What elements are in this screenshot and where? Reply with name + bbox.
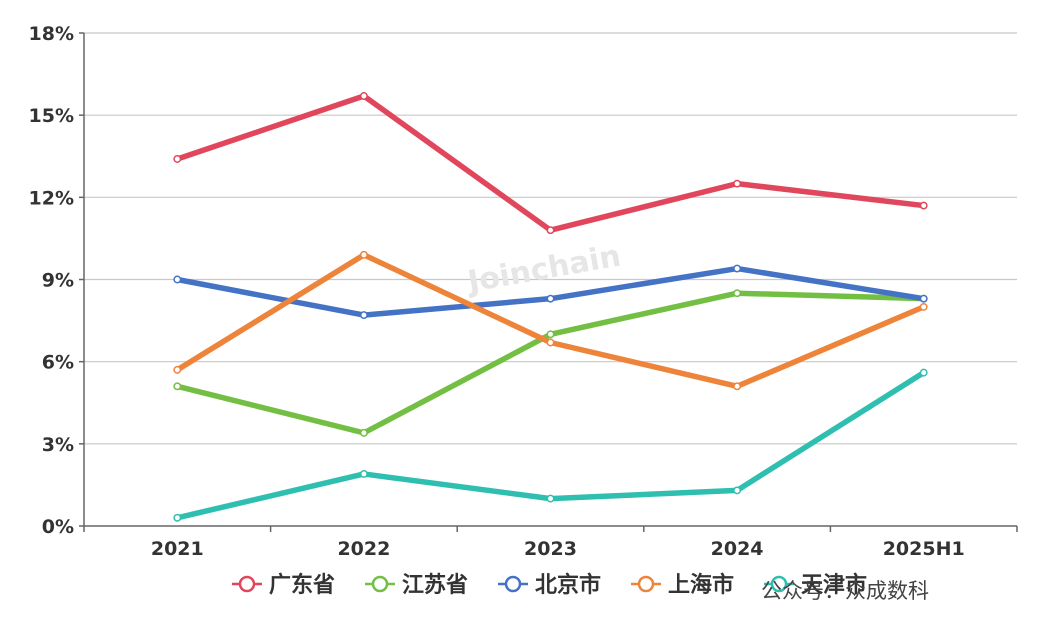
data-point <box>173 382 182 391</box>
data-point <box>919 201 928 210</box>
data-point <box>919 302 928 311</box>
grid-lines <box>84 32 1017 445</box>
series-line <box>174 93 927 233</box>
y-tick-label: 6% <box>42 352 74 374</box>
series-group <box>173 250 928 391</box>
y-tick-label: 18% <box>29 23 74 45</box>
series-group <box>173 264 928 320</box>
x-tick-label: 2025H1 <box>883 538 965 560</box>
data-point <box>173 275 182 284</box>
legend-item: 江苏省 <box>365 572 468 598</box>
y-tick-label: 15% <box>29 105 74 127</box>
series-group <box>173 289 928 437</box>
y-tick-label: 12% <box>29 187 74 209</box>
y-tick-label: 9% <box>42 270 74 292</box>
data-point <box>546 494 555 503</box>
source-note: 公众号：众成数科 <box>761 579 929 603</box>
legend-item: 上海市 <box>631 572 734 598</box>
y-tick-label: 0% <box>42 516 74 538</box>
y-tick-label: 3% <box>42 434 74 456</box>
series-group <box>173 368 928 522</box>
x-tick-label: 2023 <box>524 538 577 560</box>
x-axis-tick-labels: 2021 2022 2023 2024 2025H1 <box>151 538 965 560</box>
data-point <box>173 365 182 374</box>
data-point <box>733 486 742 495</box>
legend-marker <box>504 575 522 593</box>
axes <box>79 32 1018 532</box>
legend: 广东省 江苏省 北京市 上海市 天津市 <box>232 572 867 598</box>
data-point <box>733 382 742 391</box>
series-lines <box>173 92 928 522</box>
x-tick-label: 2024 <box>711 538 764 560</box>
data-point <box>733 179 742 188</box>
data-point <box>919 368 928 377</box>
data-point <box>546 338 555 347</box>
legend-label: 北京市 <box>535 572 601 598</box>
series-group <box>173 92 928 235</box>
data-point <box>733 264 742 273</box>
legend-marker <box>770 575 788 593</box>
data-point <box>359 470 368 478</box>
data-point <box>546 226 555 235</box>
x-tick-label: 2021 <box>151 538 204 560</box>
legend-label: 江苏省 <box>402 572 468 598</box>
legend-marker <box>371 575 389 593</box>
data-point <box>359 428 368 437</box>
data-point <box>173 513 182 522</box>
data-point <box>733 289 742 298</box>
legend-item: 天津市 <box>764 572 867 598</box>
legend-item: 广东省 <box>232 572 335 598</box>
legend-label: 上海市 <box>668 572 734 598</box>
legend-label: 广东省 <box>269 572 335 598</box>
legend-item: 北京市 <box>498 572 601 598</box>
legend-label: 天津市 <box>801 572 867 598</box>
legend-marker <box>637 575 655 593</box>
data-point <box>173 155 182 163</box>
data-point <box>546 330 555 339</box>
series-line <box>174 290 927 436</box>
data-point <box>546 294 555 303</box>
y-axis-tick-labels: 0% 3% 6% 9% 12% 15% 18% <box>29 23 74 538</box>
data-point <box>359 311 368 320</box>
legend-marker <box>238 575 256 593</box>
data-point <box>919 294 928 303</box>
data-point <box>359 250 368 259</box>
x-tick-label: 2022 <box>337 538 390 560</box>
data-point <box>359 92 368 100</box>
